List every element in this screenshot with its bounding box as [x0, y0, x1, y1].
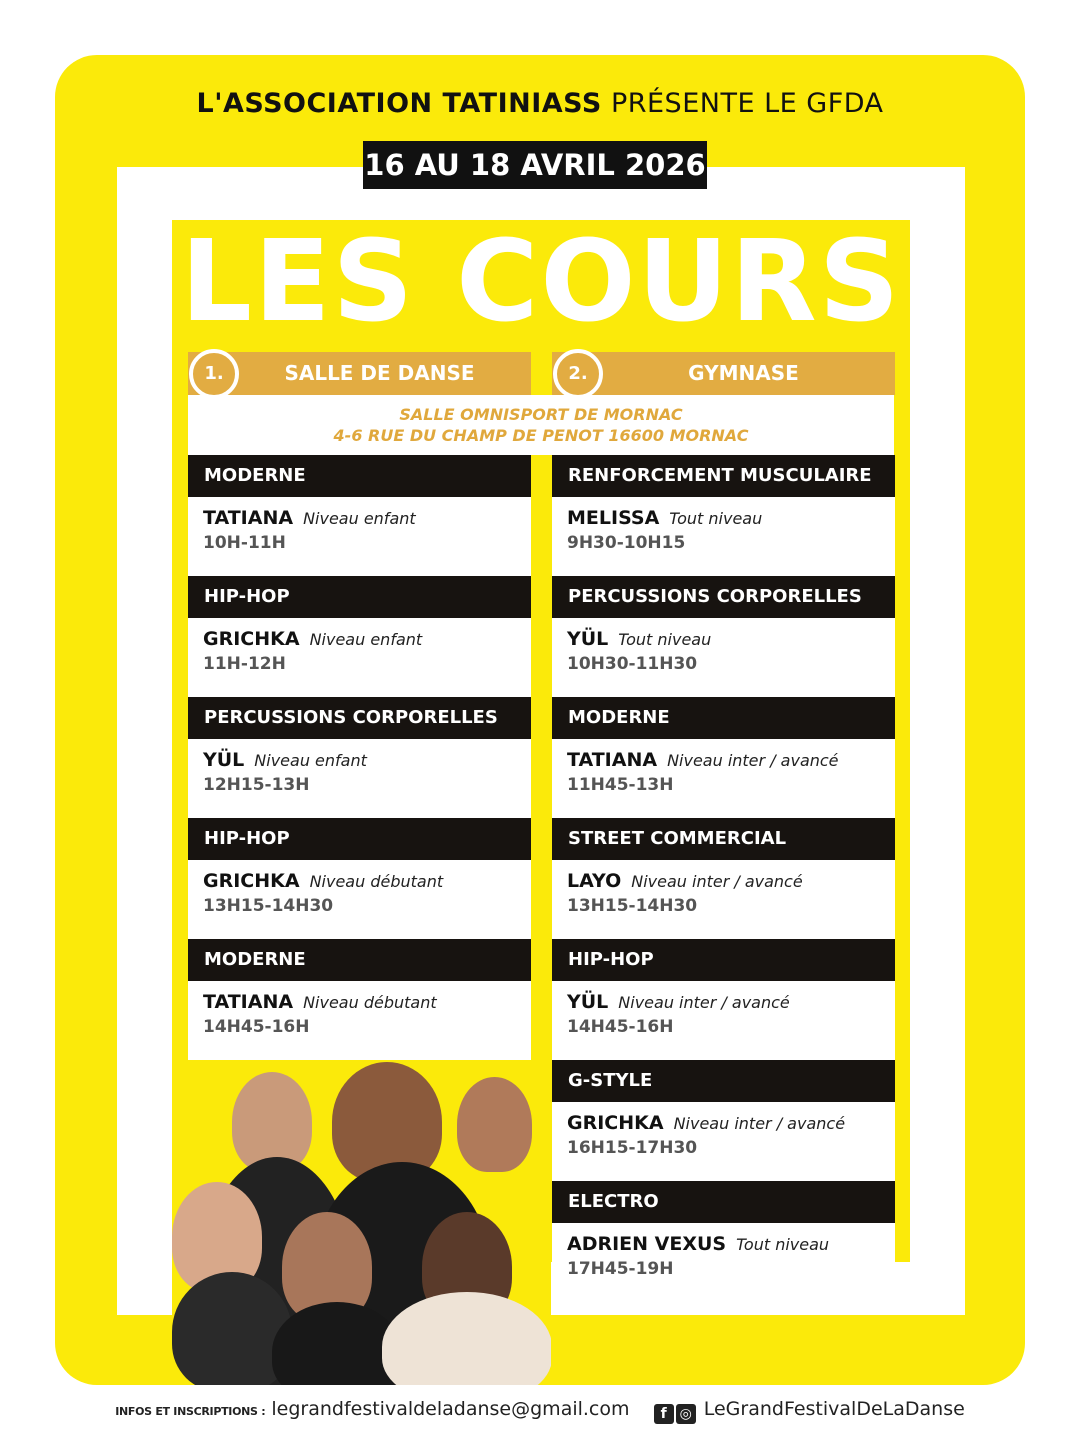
teacher-name: ADRIEN VEXUS [567, 1233, 727, 1255]
class-level: Tout niveau [669, 509, 763, 528]
social-handle[interactable]: LeGrandFestivalDeLaDanse [703, 1398, 965, 1420]
teacher-name: TATIANA [567, 749, 658, 771]
class-time: 10H30-11H30 [567, 654, 698, 674]
teacher-name: GRICHKA [567, 1112, 664, 1134]
organization-name: L'ASSOCIATION TATINIASS [196, 88, 602, 119]
class-time: 16H15-17H30 [567, 1138, 698, 1158]
left-schedule: MODERNE TATIANA Niveau enfant 10H-11H HIP-… [188, 455, 531, 1060]
room-header-2: GYMNASE [552, 352, 895, 395]
presents-text: PRÉSENTE LE GFDA [610, 88, 884, 119]
class-time: 11H-12H [203, 654, 286, 674]
class-level: Niveau enfant [303, 509, 416, 528]
page-title: LES COURS [180, 217, 902, 347]
class-time: 9H30-10H15 [567, 533, 686, 553]
class-level: Niveau débutant [303, 993, 437, 1012]
venue-street: 4-6 RUE DU CHAMP DE PENOT 16600 MORNAC [333, 426, 749, 445]
class-block: HIP-HOP GRICHKA Niveau enfant 11H-12H [188, 576, 531, 697]
room-number-1: 1. [189, 349, 239, 399]
class-time: 14H45-16H [203, 1017, 310, 1037]
facebook-icon: f [653, 1404, 674, 1424]
class-block: PERCUSSIONS CORPORELLES YÜL Niveau enfant… [188, 697, 531, 818]
venue-address: SALLE OMNISPORT DE MORNAC 4-6 RUE DU CHA… [188, 395, 894, 455]
class-block: MODERNE TATIANA Niveau débutant 14H45-16H [188, 939, 531, 1060]
class-level: Niveau inter / avancé [667, 751, 839, 770]
class-block: STREET COMMERCIAL LAYO Niveau inter / ava… [552, 818, 895, 939]
class-time: 17H45-19H [567, 1259, 674, 1279]
class-level: Tout niveau [736, 1235, 830, 1254]
class-style: HIP-HOP [188, 818, 531, 860]
teacher-name: YÜL [203, 749, 245, 771]
class-block: HIP-HOP GRICHKA Niveau débutant 13H15-14H… [188, 818, 531, 939]
contact-email[interactable]: legrandfestivaldeladanse@gmail.com [271, 1398, 630, 1420]
class-level: Niveau inter / avancé [631, 872, 803, 891]
class-level: Niveau inter / avancé [673, 1114, 846, 1133]
class-style: MODERNE [188, 455, 531, 497]
class-block: G-STYLE GRICHKA Niveau inter / avancé 16H… [552, 1060, 895, 1181]
teacher-name: TATIANA [203, 507, 294, 529]
teacher-name: YÜL [567, 991, 609, 1013]
instagram-icon: ◎ [675, 1404, 696, 1424]
class-style: G-STYLE [552, 1060, 895, 1102]
class-time: 10H-11H [203, 533, 286, 553]
class-block: PERCUSSIONS CORPORELLES YÜL Tout niveau 1… [552, 576, 895, 697]
class-block: MODERNE TATIANA Niveau enfant 10H-11H [188, 455, 531, 576]
class-block: ELECTRO ADRIEN VEXUS Tout niveau 17H45-19… [552, 1181, 895, 1302]
teacher-name: MELISSA [567, 507, 660, 529]
class-style: PERCUSSIONS CORPORELLES [552, 576, 895, 618]
class-style: STREET COMMERCIAL [552, 818, 895, 860]
class-style: ELECTRO [552, 1181, 895, 1223]
class-block: RENFORCEMENT MUSCULAIRE MELISSA Tout nive… [552, 455, 895, 576]
teacher-name: TATIANA [203, 991, 294, 1013]
teacher-name: GRICHKA [203, 870, 300, 892]
class-time: 11H45-13H [567, 775, 674, 795]
footer: INFOS ET INSCRIPTIONS : legrandfestivald… [0, 1398, 1080, 1424]
class-level: Niveau enfant [254, 751, 367, 770]
right-schedule: RENFORCEMENT MUSCULAIRE MELISSA Tout nive… [552, 455, 895, 1302]
class-level: Niveau enfant [309, 630, 423, 649]
class-style: PERCUSSIONS CORPORELLES [188, 697, 531, 739]
class-level: Niveau débutant [309, 872, 444, 891]
class-time: 13H15-14H30 [567, 896, 698, 916]
class-block: MODERNE TATIANA Niveau inter / avancé 11H… [552, 697, 895, 818]
class-time: 14H45-16H [567, 1017, 674, 1037]
class-level: Tout niveau [618, 630, 712, 649]
class-style: RENFORCEMENT MUSCULAIRE [552, 455, 895, 497]
room-number-2: 2. [553, 349, 603, 399]
class-style: MODERNE [552, 697, 895, 739]
room-header-1: SALLE DE DANSE [188, 352, 531, 395]
class-style: HIP-HOP [188, 576, 531, 618]
class-style: HIP-HOP [552, 939, 895, 981]
teacher-name: YÜL [567, 628, 609, 650]
teacher-name: LAYO [567, 870, 622, 892]
class-style: MODERNE [188, 939, 531, 981]
venue-name: SALLE OMNISPORT DE MORNAC [399, 405, 683, 424]
presenter-line: L'ASSOCIATION TATINIASS PRÉSENTE LE GFDA [0, 88, 1080, 119]
teachers-photo [172, 1062, 551, 1385]
teacher-name: GRICHKA [203, 628, 300, 650]
class-time: 12H15-13H [203, 775, 310, 795]
class-time: 13H15-14H30 [203, 896, 334, 916]
class-block: HIP-HOP YÜL Niveau inter / avancé 14H45-1… [552, 939, 895, 1060]
event-dates: 16 AU 18 AVRIL 2026 [363, 141, 707, 189]
footer-label: INFOS ET INSCRIPTIONS : [115, 1405, 266, 1418]
class-level: Niveau inter / avancé [618, 993, 790, 1012]
